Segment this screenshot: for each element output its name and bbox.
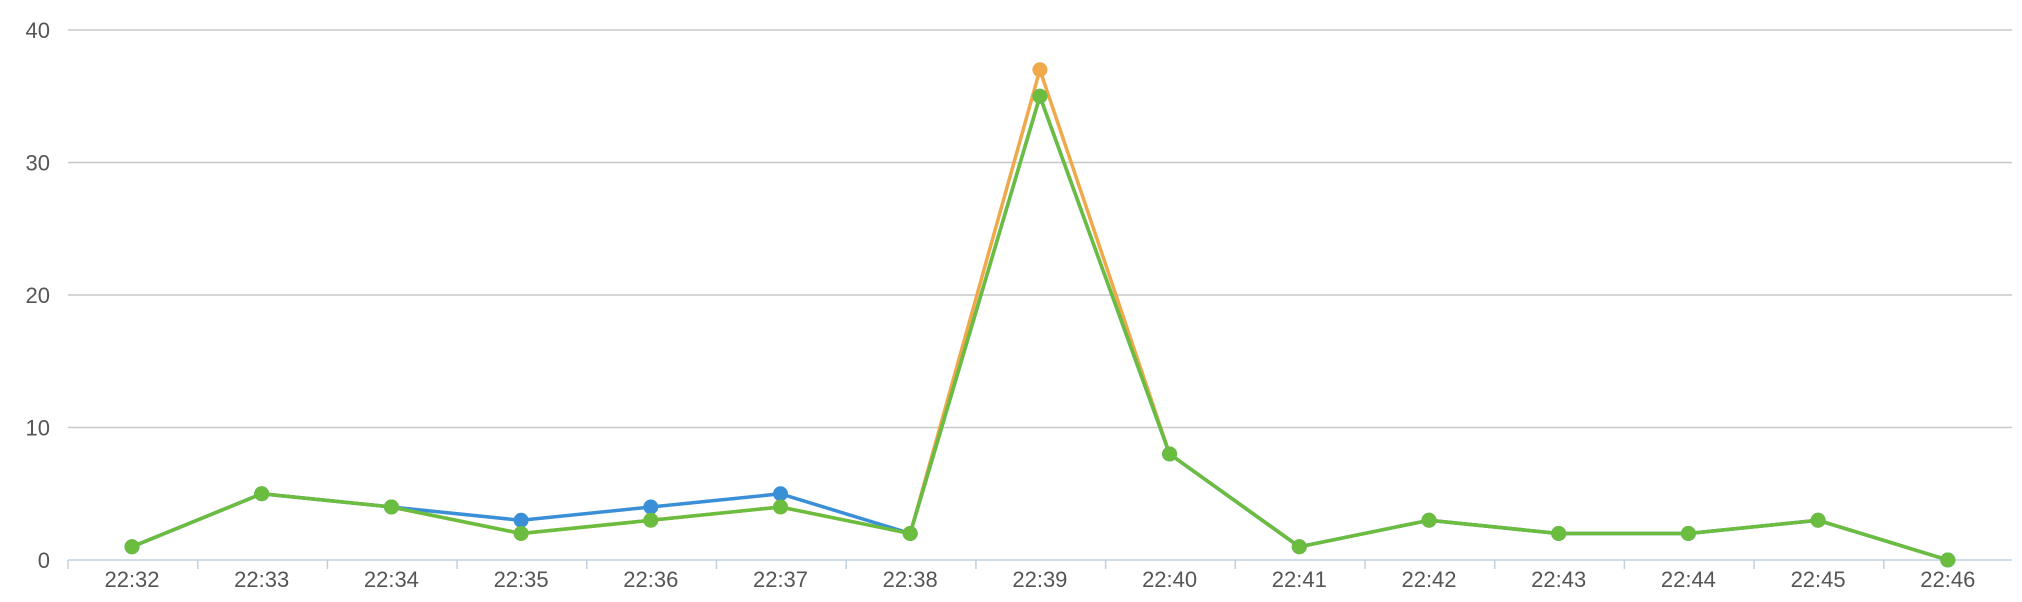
series-2-point	[773, 486, 788, 502]
y-axis-tick-labels: 0 10 20 30 40	[26, 18, 50, 573]
x-tick-label: 22:42	[1401, 567, 1456, 592]
x-tick-label: 22:41	[1272, 567, 1327, 592]
series-3-point	[1421, 512, 1437, 528]
y-tick-label: 30	[26, 151, 50, 176]
x-tick-label: 22:37	[753, 567, 808, 592]
series-3-point	[1162, 446, 1178, 462]
x-axis	[67, 559, 2012, 569]
x-tick-label: 22:46	[1920, 567, 1975, 592]
grid-lines	[68, 29, 2012, 429]
series-points	[124, 62, 1956, 568]
y-tick-label: 0	[38, 548, 50, 573]
x-tick-label: 22:43	[1531, 567, 1586, 592]
y-tick-label: 10	[26, 416, 50, 441]
x-tick-label: 22:38	[883, 567, 938, 592]
series-lines	[130, 68, 1950, 562]
series-line-3	[130, 94, 1950, 562]
series-3-point	[383, 499, 399, 515]
x-tick-label: 22:36	[623, 567, 678, 592]
x-tick-label: 22:34	[364, 567, 419, 592]
x-tick-label: 22:35	[494, 567, 549, 592]
y-tick-label: 40	[26, 18, 50, 43]
series-3-point	[254, 486, 270, 502]
series-3-point	[124, 539, 140, 555]
x-tick-label: 22:33	[234, 567, 289, 592]
series-2-point	[513, 512, 529, 528]
x-tick-label: 22:40	[1142, 567, 1197, 592]
series-3-point	[1810, 512, 1826, 528]
series-3-point	[1551, 526, 1567, 541]
series-3-point	[1032, 88, 1048, 104]
series-3-point	[1291, 539, 1307, 555]
series-3-point	[1680, 526, 1696, 541]
series-3-point	[902, 526, 918, 541]
x-tick-label: 22:32	[104, 567, 159, 592]
x-tick-label: 22:39	[1012, 567, 1067, 592]
series-line-1	[130, 68, 1950, 562]
series-line-2	[130, 94, 1950, 562]
x-axis-tick-labels: 22:32 22:33 22:34 22:35 22:36 22:37 22:38 22:39…	[104, 567, 1975, 592]
series-3-point	[513, 526, 529, 541]
y-tick-label: 20	[26, 283, 50, 308]
x-tick-label: 22:44	[1661, 567, 1716, 592]
series-1-point	[1032, 62, 1048, 78]
x-tick-label: 22:45	[1791, 567, 1846, 592]
series-3-point	[1940, 552, 1956, 568]
series-3-point	[773, 499, 788, 515]
series-2-point	[643, 499, 659, 515]
series-3-point	[643, 512, 659, 528]
